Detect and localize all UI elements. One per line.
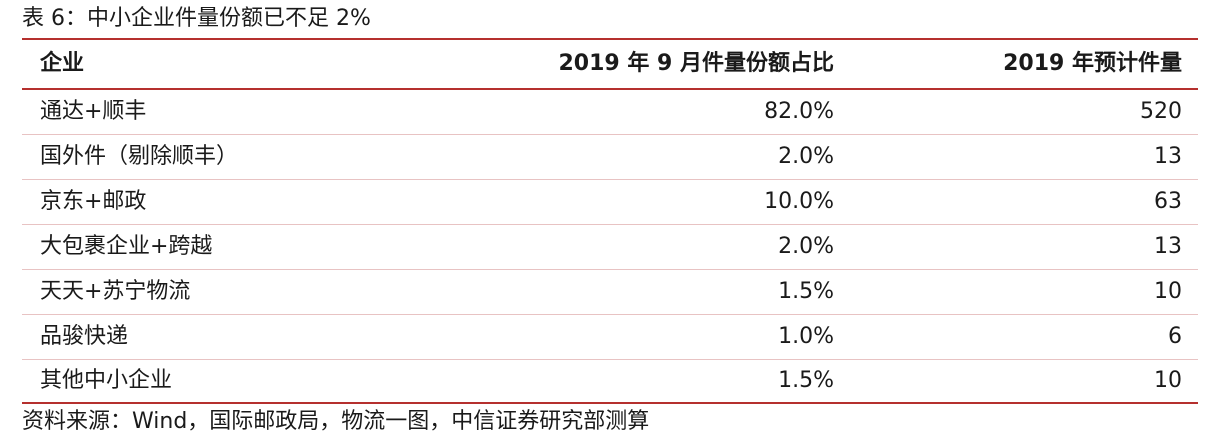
bottom-rule xyxy=(22,402,1198,404)
table-header: 企业 2019 年 9 月件量份额占比 2019 年预计件量 xyxy=(22,40,1198,88)
cell-volume: 13 xyxy=(1154,144,1182,169)
table-row: 品骏快递 1.0% 6 xyxy=(22,315,1198,359)
cell-company: 品骏快递 xyxy=(40,324,129,349)
table-row: 天天+苏宁物流 1.5% 10 xyxy=(22,270,1198,314)
header-rule xyxy=(22,88,1198,90)
header-volume: 2019 年预计件量 xyxy=(1003,51,1182,76)
cell-company: 京东+邮政 xyxy=(40,189,147,214)
cell-company: 其他中小企业 xyxy=(40,368,173,393)
table-row: 其他中小企业 1.5% 10 xyxy=(22,359,1198,403)
cell-volume: 520 xyxy=(1140,99,1182,124)
table-row: 京东+邮政 10.0% 63 xyxy=(22,180,1198,224)
source-note: 资料来源：Wind，国际邮政局，物流一图，中信证券研究部测算 xyxy=(22,409,650,434)
cell-share: 82.0% xyxy=(764,99,834,124)
cell-share: 2.0% xyxy=(778,144,834,169)
cell-company: 国外件（剔除顺丰） xyxy=(40,144,239,169)
table-row: 大包裹企业+跨越 2.0% 13 xyxy=(22,225,1198,269)
top-rule xyxy=(22,38,1198,40)
table-caption: 表 6：中小企业件量份额已不足 2% xyxy=(22,6,371,31)
header-share: 2019 年 9 月件量份额占比 xyxy=(558,51,834,76)
cell-share: 1.0% xyxy=(778,324,834,349)
cell-company: 大包裹企业+跨越 xyxy=(40,234,213,259)
cell-share: 10.0% xyxy=(764,189,834,214)
row-divider xyxy=(22,359,1198,360)
cell-company: 通达+顺丰 xyxy=(40,99,147,124)
cell-volume: 10 xyxy=(1154,279,1182,304)
header-company: 企业 xyxy=(40,51,85,76)
cell-share: 1.5% xyxy=(778,279,834,304)
cell-volume: 10 xyxy=(1154,368,1182,393)
cell-company: 天天+苏宁物流 xyxy=(40,279,191,304)
table-row: 通达+顺丰 82.0% 520 xyxy=(22,90,1198,134)
cell-volume: 6 xyxy=(1168,324,1182,349)
row-divider xyxy=(22,179,1198,180)
row-divider xyxy=(22,224,1198,225)
cell-share: 1.5% xyxy=(778,368,834,393)
cell-volume: 63 xyxy=(1154,189,1182,214)
table-row: 国外件（剔除顺丰） 2.0% 13 xyxy=(22,135,1198,179)
row-divider xyxy=(22,134,1198,135)
row-divider xyxy=(22,314,1198,315)
row-divider xyxy=(22,269,1198,270)
cell-share: 2.0% xyxy=(778,234,834,259)
cell-volume: 13 xyxy=(1154,234,1182,259)
